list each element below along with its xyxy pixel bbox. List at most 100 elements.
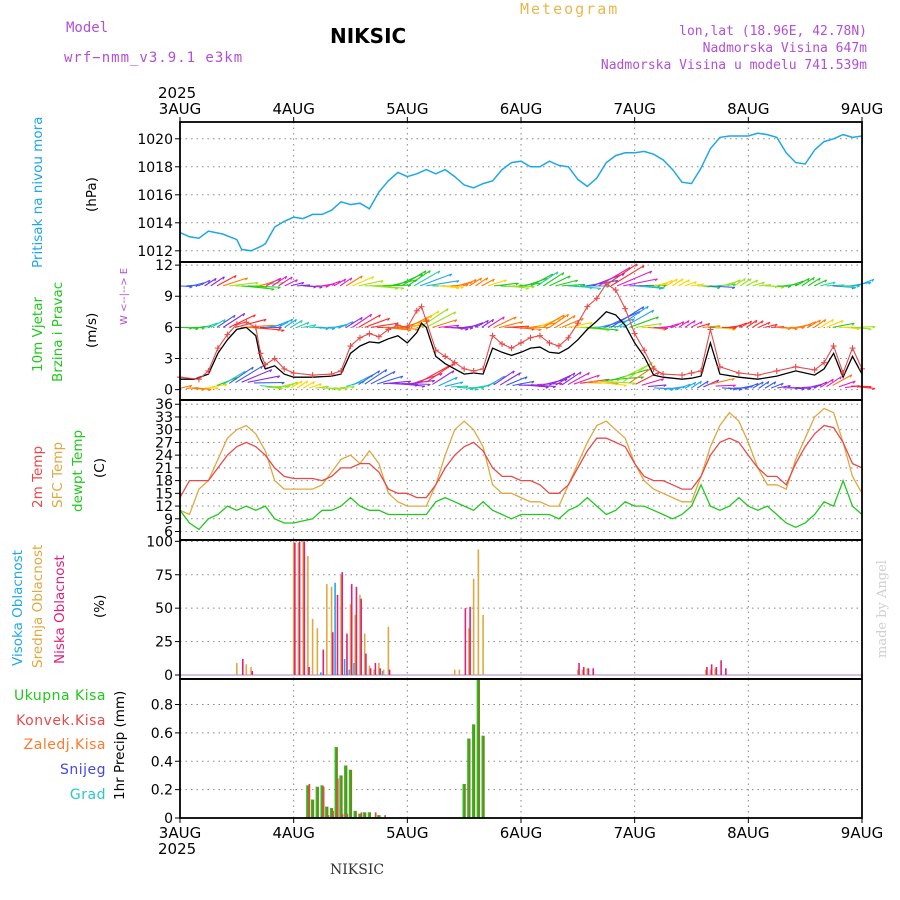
y-tick-label: 18 [155, 474, 173, 490]
wind-arrow-head [281, 329, 285, 332]
wind-gust-marker [375, 333, 382, 340]
y-tick-label: 27 [155, 435, 173, 451]
wind-arrow [475, 319, 489, 328]
wind-gust-marker [451, 359, 458, 366]
wind-arrow-head [294, 319, 297, 323]
wind-arrow-head [649, 270, 653, 274]
y-tick-label: 75 [155, 568, 173, 584]
y-tick-label: 12 [155, 258, 173, 274]
wind-arrow [376, 285, 404, 289]
wind-arrow-head [780, 382, 784, 386]
wind-arrow [426, 311, 456, 328]
wind-arrow-head [525, 287, 529, 290]
wind-arrow [598, 380, 636, 384]
wind-arrow [857, 278, 875, 287]
wind-arrow-head [446, 308, 449, 312]
wind-arrow [506, 325, 529, 328]
wind-arrow-head [407, 380, 412, 384]
wind-arrow-head [661, 378, 665, 382]
wind-arrow-head [868, 281, 872, 285]
wind-arrow-head [392, 371, 396, 375]
precip-total-bar-edge [334, 747, 336, 818]
wind-arrow [672, 278, 684, 287]
wind-gust-marker [418, 303, 425, 310]
wind-arrow [826, 284, 845, 287]
wind-arrow [542, 314, 565, 328]
wind-arrow-head [492, 278, 495, 282]
wind-arrow-head [832, 281, 836, 285]
wind-arrow [524, 277, 548, 287]
wind-arrow-head [491, 319, 495, 323]
wind-arrow-head [454, 319, 458, 323]
precip-total-bar [358, 813, 362, 818]
wind-arrow [616, 305, 649, 328]
wind-arrow-head [454, 376, 458, 380]
precip-conv-bar [346, 813, 349, 818]
wind-arrow-head [195, 328, 199, 331]
wind-arrow [364, 369, 388, 385]
wind-arrow [820, 378, 834, 388]
wind-arrow-head [670, 388, 674, 392]
wind-arrow [370, 370, 396, 385]
wind-arrow-head [290, 276, 293, 280]
wind-gust-marker [707, 326, 714, 333]
wind-arrow-head [427, 383, 431, 387]
wind-arrow [690, 380, 702, 389]
wind-arrow-head [732, 384, 736, 388]
wind-arrow [259, 385, 282, 389]
year-label-top: 2025 [158, 84, 196, 102]
dew-title: dewpt Temp [70, 430, 86, 512]
wind-gust-marker [536, 332, 543, 339]
y-tick-label: 0.4 [151, 754, 173, 770]
wind-arrow-head [313, 324, 317, 328]
wind-arrow-head [278, 277, 282, 281]
wind-arrow-head [606, 329, 610, 332]
x-tick-label-bottom: 9AUG [841, 824, 883, 842]
x-tick-label-top: 8AUG [727, 100, 769, 118]
wind-arrow [235, 365, 263, 384]
wind-arrow-head [694, 281, 697, 285]
precip-total-bar-edge [377, 815, 379, 818]
wind-arrow [327, 280, 341, 287]
wind-gust-marker [792, 363, 799, 370]
wind-gust-marker [555, 343, 562, 350]
wind-arrow [296, 380, 309, 389]
wind-arrow [309, 383, 322, 389]
wind-arrow [647, 384, 667, 388]
wind-arrow-head [658, 323, 663, 326]
wind-arrow [561, 283, 586, 287]
panel-frame [179, 678, 863, 819]
precip-total-bar-edge [467, 738, 469, 818]
wind-arrow [419, 273, 452, 287]
wind-arrow [358, 314, 381, 328]
wind-arrow [561, 371, 582, 386]
precip-total-bar [325, 806, 329, 818]
wind-arrow [752, 281, 765, 287]
sfc-title: SFC Temp [50, 442, 66, 508]
wind-arrow [487, 279, 507, 287]
wind-arrow [813, 279, 827, 287]
wind-arrow-head [589, 322, 593, 325]
wind-arrow [740, 320, 752, 328]
wind-arrow [690, 283, 704, 287]
wind-arrow [635, 323, 662, 328]
wind-arrow-head [640, 376, 644, 380]
wind-arrow [733, 322, 747, 328]
model-label: Model [66, 20, 109, 36]
wind-arrow-head [663, 284, 667, 288]
precip-total-bar-edge [353, 810, 355, 818]
wind-arrow [438, 324, 460, 328]
wind-arrow-head [699, 380, 702, 385]
wind-arrow-head [738, 325, 742, 328]
wind-arrow [186, 387, 199, 389]
precip-total-bar-edge [325, 806, 327, 818]
precip-total-bar [311, 799, 315, 818]
wind-arrow [549, 374, 571, 386]
y-tick-label: 50 [155, 601, 173, 617]
wind-arrow [703, 325, 721, 328]
precip-total-bar-edge [329, 808, 332, 818]
wind-arrow-head [400, 375, 404, 379]
wind-arrow-head [474, 388, 478, 391]
wind-arrow [801, 321, 816, 328]
